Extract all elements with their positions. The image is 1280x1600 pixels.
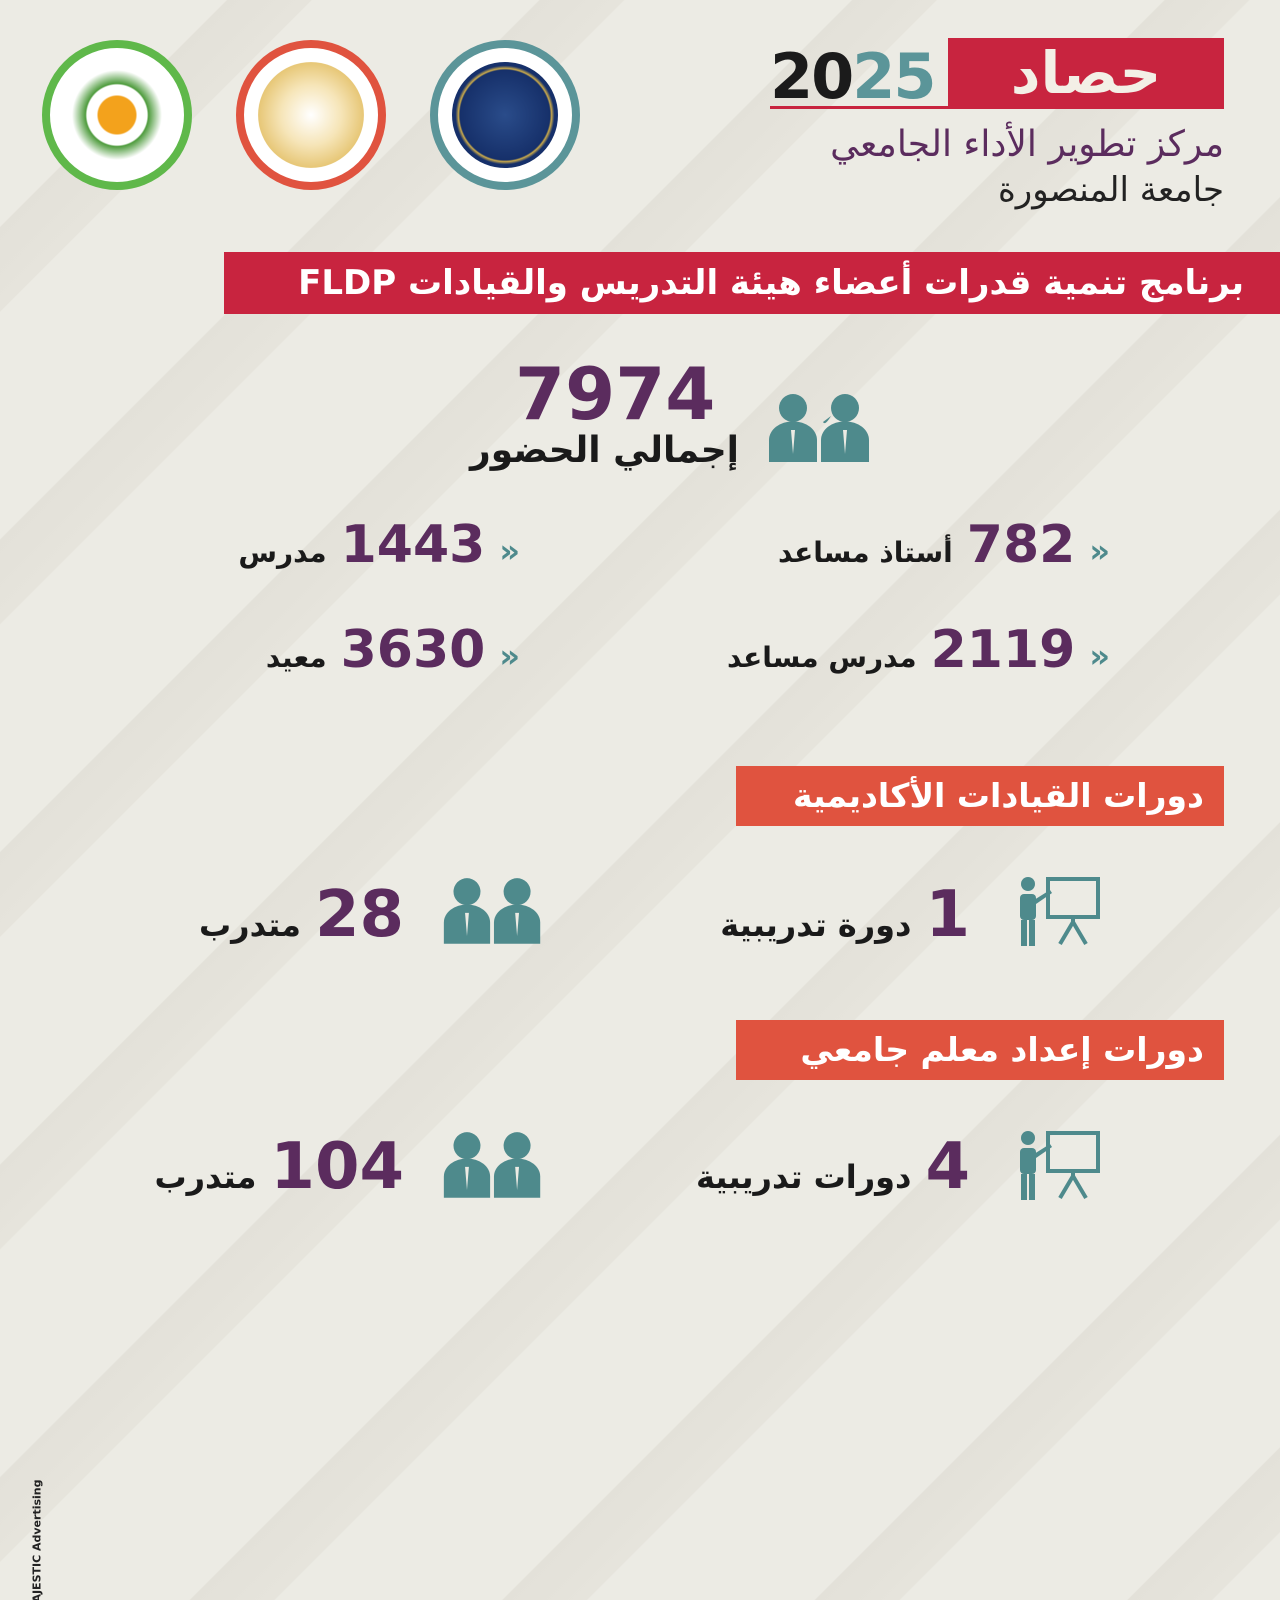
presentation-icon (1016, 876, 1102, 950)
program-title: برنامج تنمية قدرات أعضاء هيئة التدريس وا… (224, 252, 1280, 314)
presentation-icon (1016, 1130, 1102, 1204)
stat-courses-leaders: 1 دورة تدريبية (720, 878, 970, 952)
center-name: مركز تطوير الأداء الجامعي (830, 124, 1224, 165)
chevron-double-left-icon: « (499, 532, 520, 570)
total-value: 7974 (515, 352, 716, 436)
footer-credit: MAJESTIC Advertising (30, 1479, 44, 1600)
stat-courses-teacher: 4 دورات تدريبية (696, 1130, 970, 1204)
stat-trainees-leaders: 28 متدرب (199, 878, 404, 952)
stat-assistant-professor: « 782 أستاذ مساعد (777, 515, 1110, 575)
stat-lecturer: « 1443 مدرس (238, 515, 520, 575)
stat-teaching-assistant: « 3630 معيد (265, 620, 520, 680)
stat-trainees-teacher: 104 متدرب (154, 1130, 404, 1204)
chevron-double-left-icon: « (499, 637, 520, 675)
total-label: إجمالي الحضور (470, 430, 739, 471)
section-title-university-teacher: دورات إعداد معلم جامعي (736, 1020, 1224, 1080)
year: 2025 (770, 40, 937, 113)
people-icon (440, 874, 546, 948)
graduate-studies-logo (236, 40, 386, 190)
brand-logo: حصاد (948, 38, 1224, 108)
section-title-academic-leaders: دورات القيادات الأكاديمية (736, 766, 1224, 826)
university-name: جامعة المنصورة (997, 170, 1224, 210)
stat-assistant-lecturer: « 2119 مدرس مساعد (726, 620, 1110, 680)
people-icon (440, 1128, 546, 1202)
people-icon (765, 390, 875, 466)
chevron-double-left-icon: « (1089, 637, 1110, 675)
chevron-double-left-icon: « (1089, 532, 1110, 570)
divider (770, 106, 1224, 109)
udc-logo (430, 40, 580, 190)
mansoura-university-logo (42, 40, 192, 190)
